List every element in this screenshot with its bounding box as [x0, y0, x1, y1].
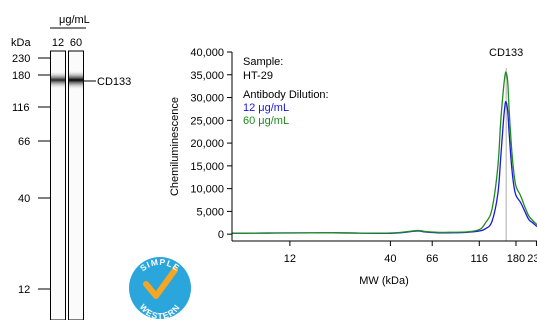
x-tick-label: 116: [471, 253, 489, 265]
mw-marker-116: 116: [12, 102, 50, 114]
band-lane-12: [51, 71, 65, 89]
y-tick-label: 40,000: [190, 47, 224, 59]
band-label: CD133: [97, 76, 131, 88]
x-tick-label: 12: [284, 253, 296, 265]
blot-unit-label: μg/mL: [59, 14, 90, 26]
chart-title: CD133: [489, 47, 523, 59]
virtual-blot: μg/mL kDa 12 60 230 180: [11, 14, 131, 320]
x-tick-label: 180: [507, 253, 525, 265]
x-tick-label: 40: [384, 253, 396, 265]
mw-marker-label: 230: [12, 53, 30, 65]
y-tick-label: 25,000: [190, 115, 224, 127]
y-tick-label: 20,000: [190, 138, 224, 150]
legend: Sample: HT-29 Antibody Dilution: 12 μg/m…: [243, 56, 329, 127]
x-tick-label: 66: [426, 253, 438, 265]
y-tick-label: 5,000: [196, 206, 224, 218]
kda-label: kDa: [11, 37, 31, 49]
mw-marker-66: 66: [18, 136, 50, 148]
y-axis-label: Chemiluminescence: [169, 97, 181, 196]
mw-marker-230: 230: [12, 53, 50, 65]
y-tick-label: 30,000: [190, 93, 224, 105]
lane-label-12: 12: [52, 37, 64, 49]
blot-lane-12: [50, 50, 66, 320]
mw-marker-label: 12: [18, 284, 30, 296]
legend-sample-label: Sample:: [243, 56, 283, 68]
check-icon: [143, 267, 178, 299]
legend-dilution-label: Antibody Dilution:: [243, 89, 329, 101]
electropherogram-chart: CD133 0 5,000 10,000 15,000 20,000 25,000 30,0…: [169, 47, 537, 287]
band-lane-60: [69, 70, 83, 90]
legend-sample-name: HT-29: [243, 70, 273, 82]
y-tick-label: 10,000: [190, 184, 224, 196]
series-line-60: [231, 71, 537, 234]
mw-marker-12: 12: [18, 284, 50, 296]
blot-lane-60: [68, 50, 84, 320]
logo-text-top: SIMPLE: [138, 257, 182, 273]
x-tick-label: 230: [527, 253, 537, 265]
simple-western-logo: SIMPLE WESTERN: [129, 257, 191, 320]
mw-marker-180: 180: [12, 70, 50, 82]
lane-label-60: 60: [70, 37, 82, 49]
legend-series-60: 60 μg/mL: [243, 115, 289, 127]
mw-marker-label: 180: [12, 70, 30, 82]
mw-marker-40: 40: [18, 193, 50, 205]
legend-series-12: 12 μg/mL: [243, 102, 289, 114]
mw-marker-label: 40: [18, 193, 30, 205]
y-tick-label: 35,000: [190, 70, 224, 82]
mw-marker-label: 116: [12, 102, 30, 114]
y-tick-label: 15,000: [190, 161, 224, 173]
mw-marker-label: 66: [18, 136, 30, 148]
x-axis-label: MW (kDa): [359, 275, 409, 287]
y-tick-label: 0: [218, 229, 224, 241]
